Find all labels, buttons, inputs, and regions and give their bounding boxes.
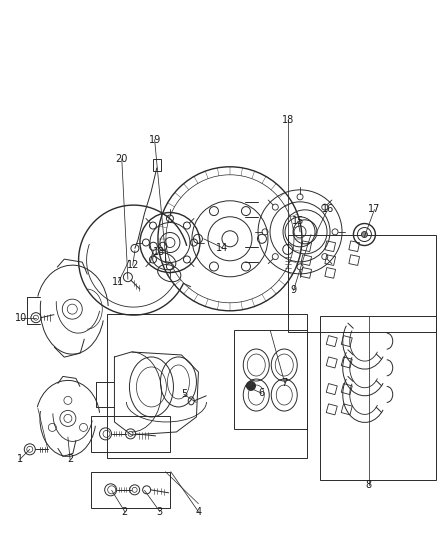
Text: 12: 12 [127,261,139,270]
Bar [320,316,436,480]
Text: 3: 3 [157,507,163,516]
Bar [107,314,307,458]
Text: 11: 11 [112,278,124,287]
Text: 10: 10 [15,313,27,322]
Bar [349,255,360,265]
Text: 13: 13 [153,247,165,257]
Bar [341,404,352,415]
Bar [301,268,311,278]
Bar [349,241,360,252]
Text: 8: 8 [366,480,372,490]
Bar [341,336,352,346]
Bar [325,241,336,252]
Text: 1: 1 [17,455,23,464]
Bar [326,384,337,394]
Bar [301,255,311,265]
Bar [341,384,352,394]
Bar [153,159,161,171]
Bar [288,235,436,332]
Bar [326,336,337,346]
Text: 16: 16 [321,205,334,214]
Text: 15: 15 [292,216,304,226]
Bar [326,404,337,415]
Text: 4: 4 [195,507,201,516]
Text: 2: 2 [67,455,73,464]
Bar [234,330,307,429]
Bar [91,416,170,452]
Text: 14: 14 [216,243,229,253]
Bar [325,268,336,278]
Text: 5: 5 [181,390,187,399]
Bar [325,255,336,265]
Bar [341,357,352,368]
Circle shape [247,382,255,390]
Text: 19: 19 [148,135,161,144]
Bar [326,357,337,368]
Text: 17: 17 [368,205,381,214]
Text: 20: 20 [116,154,128,164]
Text: 2: 2 [122,507,128,516]
Bar [91,472,170,508]
Bar [301,241,311,252]
Circle shape [361,231,367,238]
Text: 6: 6 [259,389,265,398]
Text: 9: 9 [290,286,297,295]
Text: 18: 18 [282,116,294,125]
Text: 7: 7 [282,378,288,387]
